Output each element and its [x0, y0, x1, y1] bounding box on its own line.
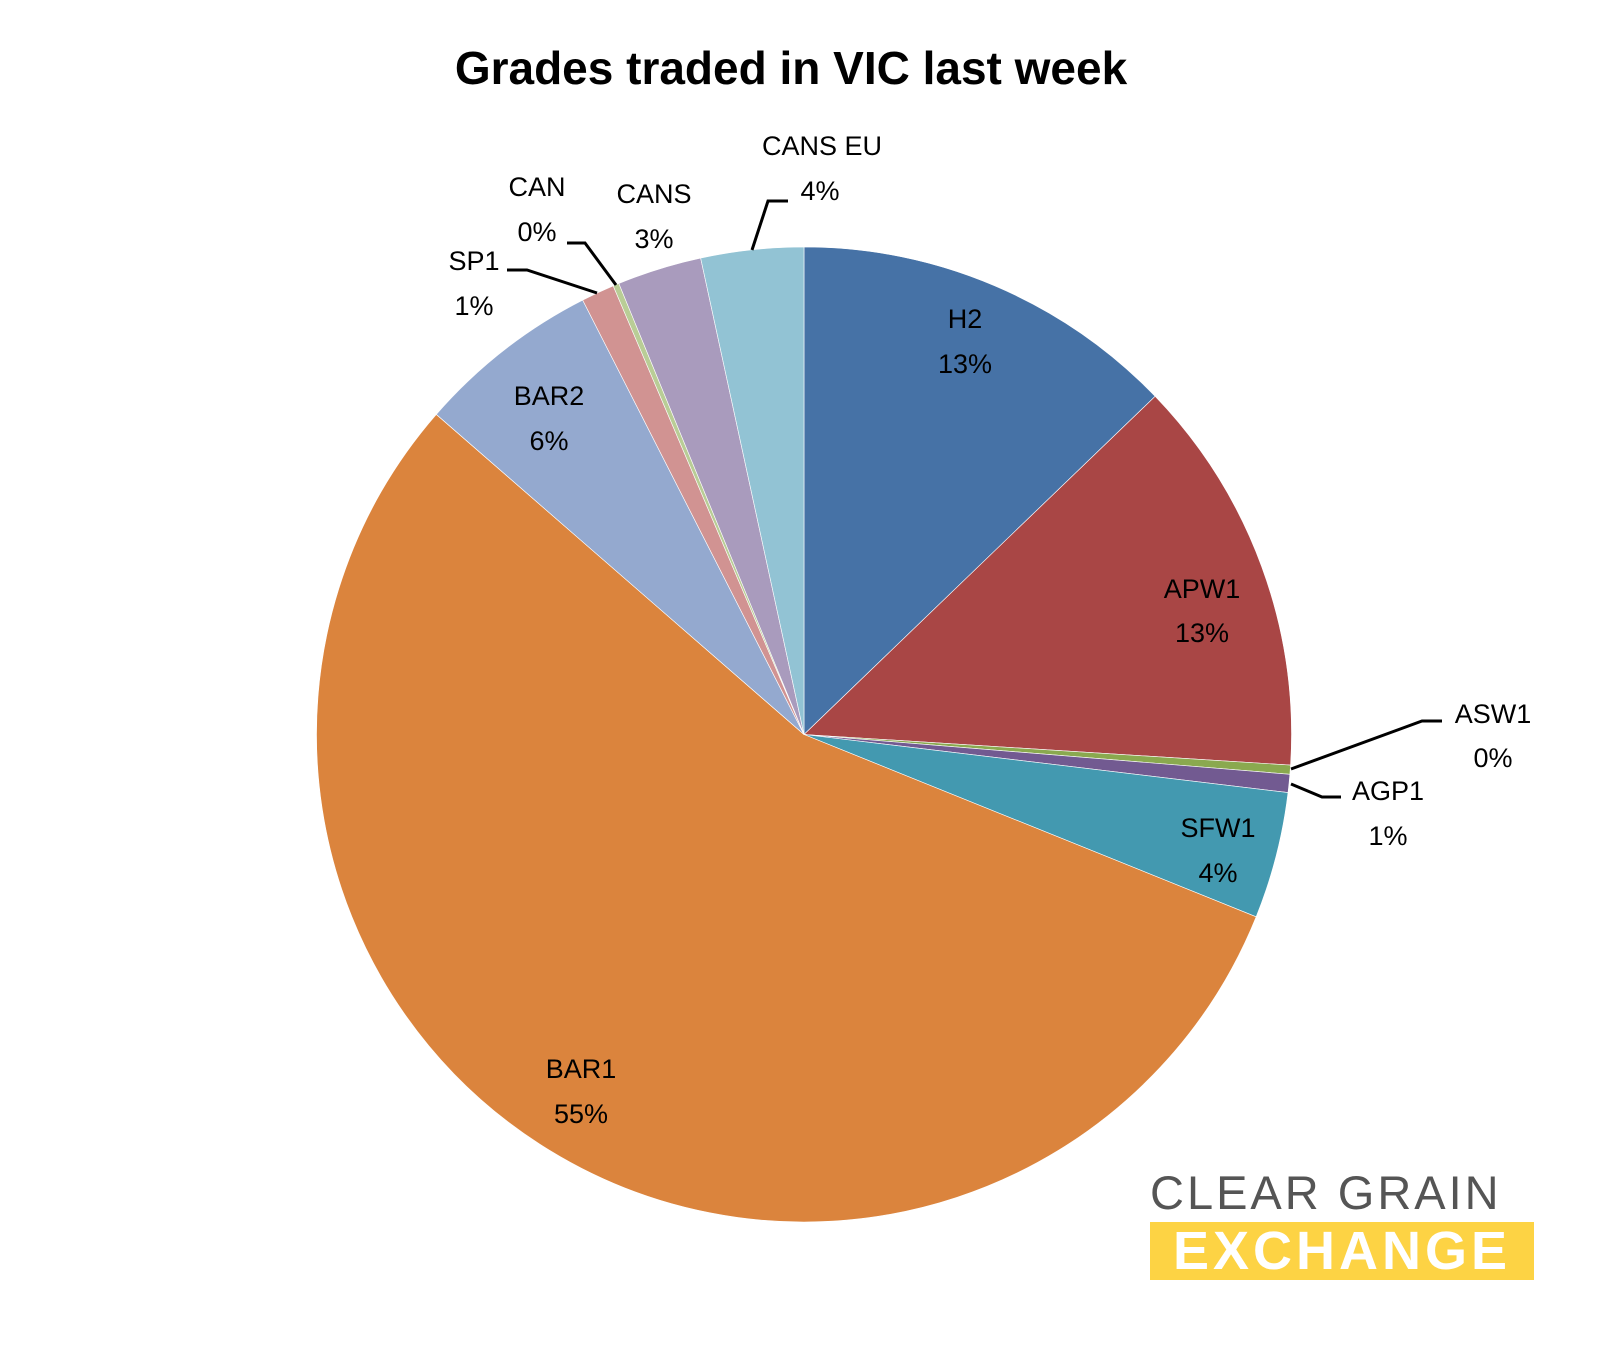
- leader-line-asw1: [1290, 719, 1442, 771]
- label-asw1-name: ASW1: [1455, 699, 1532, 729]
- label-cans-eu-pct: 4%: [800, 176, 839, 206]
- label-cans-pct: 3%: [634, 224, 673, 254]
- data-labels: H2 13% APW1 13% ASW1 0% AGP1 1% SFW1 4% …: [448, 131, 1531, 1129]
- label-cans-name: CANS: [616, 179, 691, 209]
- label-can-pct: 0%: [517, 217, 556, 247]
- logo-line-1: CLEAR GRAIN: [1150, 1166, 1502, 1219]
- label-bar1-name: BAR1: [546, 1054, 617, 1084]
- label-asw1-pct: 0%: [1473, 743, 1512, 773]
- chart-title: Grades traded in VIC last week: [455, 42, 1128, 94]
- leader-line-sp1: [507, 268, 598, 295]
- pie-slice-bar1: [316, 413, 1257, 1223]
- label-agp1-pct: 1%: [1368, 821, 1407, 851]
- leader-line-cans-eu: [750, 199, 788, 251]
- pie-slice-h2: [803, 246, 1156, 736]
- label-bar1-pct: 55%: [554, 1099, 608, 1129]
- label-apw1-name: APW1: [1164, 574, 1241, 604]
- label-sp1-name: SP1: [448, 246, 499, 276]
- pie-slices: [316, 246, 1292, 1223]
- label-h2-name: H2: [948, 304, 983, 334]
- clear-grain-exchange-logo: CLEAR GRAIN EXCHANGE: [1150, 1166, 1534, 1280]
- label-bar2-name: BAR2: [514, 381, 585, 411]
- logo-line-2: EXCHANGE: [1172, 1221, 1512, 1281]
- label-h2-pct: 13%: [938, 349, 992, 379]
- leader-lines: [507, 199, 1442, 799]
- label-sfw1-name: SFW1: [1180, 813, 1255, 843]
- leader-line-agp1: [1290, 782, 1341, 799]
- label-can-name: CAN: [508, 172, 565, 202]
- label-cans-eu-name: CANS EU: [762, 131, 882, 161]
- label-sp1-pct: 1%: [454, 291, 493, 321]
- leader-line-can: [567, 241, 618, 286]
- pie-slice-apw1: [803, 395, 1292, 766]
- logo-band: EXCHANGE: [1150, 1222, 1534, 1280]
- label-apw1-pct: 13%: [1175, 618, 1229, 648]
- label-sfw1-pct: 4%: [1198, 858, 1237, 888]
- label-bar2-pct: 6%: [529, 426, 568, 456]
- pie-slice-bar2: [435, 299, 805, 735]
- label-agp1-name: AGP1: [1352, 776, 1424, 806]
